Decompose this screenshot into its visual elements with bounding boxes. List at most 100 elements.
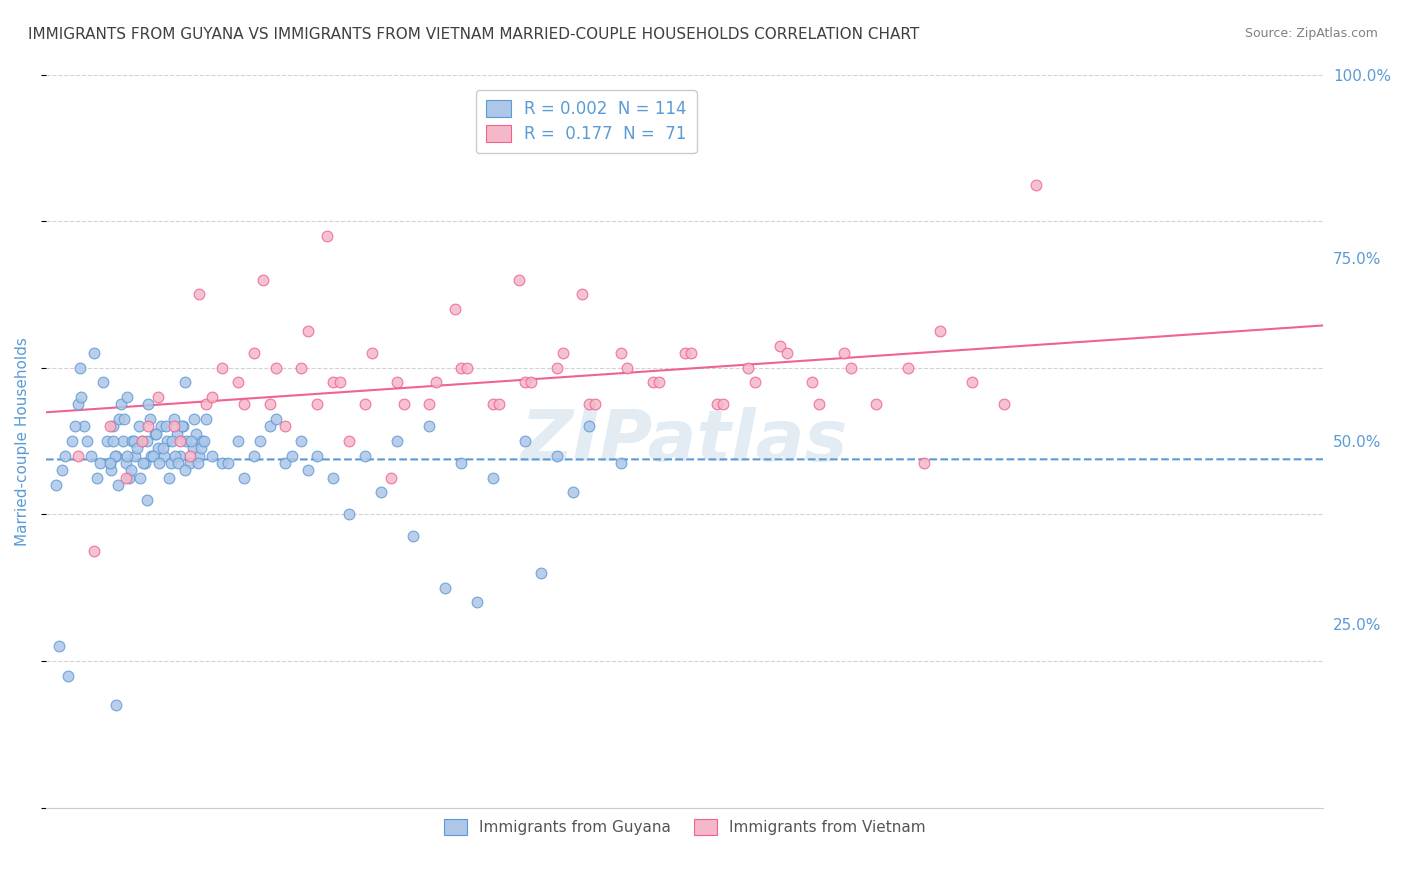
Point [616,360,638,375]
Point [141,449,163,463]
Point [193,434,215,449]
Point [482,397,505,411]
Point [307,449,329,463]
Point [110,397,132,411]
Point [387,434,409,449]
Point [329,376,352,390]
Point [960,376,983,390]
Point [402,529,425,543]
Point [290,360,312,375]
Legend: Immigrants from Guyana, Immigrants from Vietnam: Immigrants from Guyana, Immigrants from … [434,810,935,844]
Point [191,434,214,449]
Point [259,397,281,411]
Text: Source: ZipAtlas.com: Source: ZipAtlas.com [1244,27,1378,40]
Point [456,360,478,375]
Point [165,449,187,463]
Point [993,397,1015,411]
Point [776,346,799,360]
Point [769,339,792,353]
Point [157,471,180,485]
Point [98,456,121,470]
Point [322,376,344,390]
Point [217,456,239,470]
Point [146,390,169,404]
Point [111,434,134,449]
Point [201,390,224,404]
Point [60,434,83,449]
Point [561,485,583,500]
Point [179,456,201,470]
Point [117,449,139,463]
Point [93,376,115,390]
Point [233,471,256,485]
Point [801,376,824,390]
Point [173,376,195,390]
Point [173,463,195,477]
Point [45,478,67,492]
Point [101,419,124,434]
Point [450,360,472,375]
Point [226,376,249,390]
Point [249,434,271,449]
Point [108,412,131,426]
Point [96,434,118,449]
Point [51,463,73,477]
Point [83,346,105,360]
Point [139,412,162,426]
Point [187,456,209,470]
Point [807,397,830,411]
Point [274,419,297,434]
Point [354,397,377,411]
Point [152,442,174,456]
Point [63,419,86,434]
Point [188,287,211,301]
Point [73,419,96,434]
Point [167,456,190,470]
Point [201,449,224,463]
Point [259,419,281,434]
Point [105,698,128,712]
Point [711,397,734,411]
Point [242,449,264,463]
Point [360,346,382,360]
Point [387,376,409,390]
Point [508,273,530,287]
Point [513,376,536,390]
Point [69,360,91,375]
Point [832,346,855,360]
Point [132,456,155,470]
Point [146,442,169,456]
Point [135,434,157,449]
Point [737,360,759,375]
Point [226,434,249,449]
Point [354,449,377,463]
Point [131,434,153,449]
Point [172,419,194,434]
Point [337,434,360,449]
Point [610,456,633,470]
Point [122,434,145,449]
Point [583,397,606,411]
Point [76,434,98,449]
Point [188,449,211,463]
Point [242,346,264,360]
Point [131,434,153,449]
Point [134,456,156,470]
Point [149,419,172,434]
Point [120,463,142,477]
Point [105,449,128,463]
Point [488,397,510,411]
Point [578,419,600,434]
Point [125,442,148,456]
Point [128,419,150,434]
Point [184,426,207,441]
Point [155,419,177,434]
Point [66,449,89,463]
Point [337,508,360,522]
Point [98,456,121,470]
Point [281,449,304,463]
Point [194,412,217,426]
Point [53,449,76,463]
Point [706,397,728,411]
Point [83,544,105,558]
